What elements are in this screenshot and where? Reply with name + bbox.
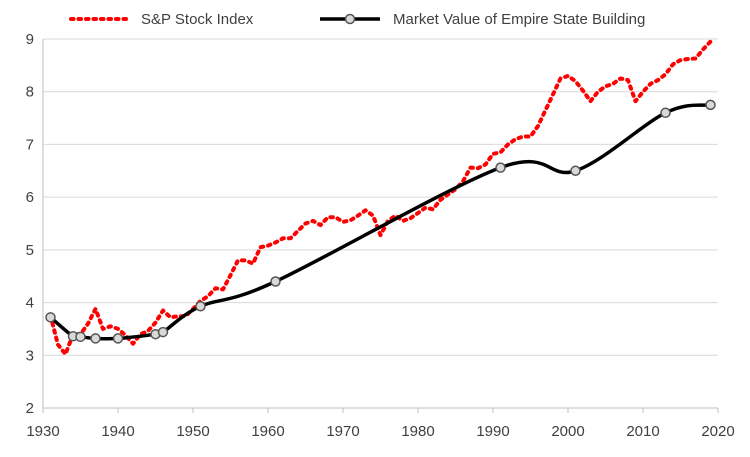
axes xyxy=(42,39,719,413)
legend-item-sp-stock-index: S&P Stock Index xyxy=(69,11,254,28)
marker-empire-state-building-1951 xyxy=(195,301,206,312)
marker-empire-state-building-1946 xyxy=(157,326,169,338)
series-empire-state-building xyxy=(45,99,716,344)
x-tick-label-1930: 1930 xyxy=(26,423,59,440)
marker-empire-state-building-1937 xyxy=(90,333,101,344)
legend-label-empire-state-building: Market Value of Empire State Building xyxy=(393,11,645,28)
marker-empire-state-building-1961 xyxy=(270,276,281,287)
y-tick-label-8: 8 xyxy=(26,84,34,101)
x-tick-label-1980: 1980 xyxy=(401,423,434,440)
marker-empire-state-building-1940 xyxy=(112,333,124,344)
x-tick-label-2010: 2010 xyxy=(626,423,659,440)
x-tick-label-2020: 2020 xyxy=(701,423,734,440)
x-tick-label-1950: 1950 xyxy=(176,423,209,440)
marker-empire-state-building-1935 xyxy=(75,331,86,343)
x-tick-label-2000: 2000 xyxy=(551,423,584,440)
legend-marker-empire-state-building xyxy=(344,13,356,25)
marker-empire-state-building-2019 xyxy=(705,99,716,111)
marker-empire-state-building-2001 xyxy=(570,165,581,177)
series-sp-stock-index xyxy=(48,39,713,357)
line-sp-stock-index xyxy=(48,39,713,357)
legend-label-sp-stock-index: S&P Stock Index xyxy=(141,11,254,28)
y-tick-label-3: 3 xyxy=(26,347,34,364)
y-tick-label-5: 5 xyxy=(26,242,34,259)
x-tick-label-1970: 1970 xyxy=(326,423,359,440)
x-tick-label-1960: 1960 xyxy=(251,423,284,440)
marker-empire-state-building-2013 xyxy=(660,107,671,119)
y-tick-label-7: 7 xyxy=(26,136,34,153)
gridlines xyxy=(43,38,718,356)
legend: S&P Stock Index Market Value of Empire S… xyxy=(69,11,645,28)
y-tick-label-6: 6 xyxy=(26,189,34,206)
y-axis-tick-labels: 2 3 4 5 6 7 8 9 xyxy=(26,31,34,417)
y-tick-label-2: 2 xyxy=(26,400,34,417)
legend-item-empire-state-building: Market Value of Empire State Building xyxy=(320,11,645,28)
x-tick-label-1990: 1990 xyxy=(476,423,509,440)
marker-empire-state-building-1991 xyxy=(495,162,506,173)
marker-empire-state-building-1931 xyxy=(45,312,56,323)
y-tick-label-9: 9 xyxy=(26,31,34,48)
x-axis-tick-labels: 1930 1940 1950 1960 1970 1980 1990 2000 2010 2020 xyxy=(26,423,734,440)
x-tick-label-1940: 1940 xyxy=(101,423,134,440)
y-tick-label-4: 4 xyxy=(26,295,34,312)
